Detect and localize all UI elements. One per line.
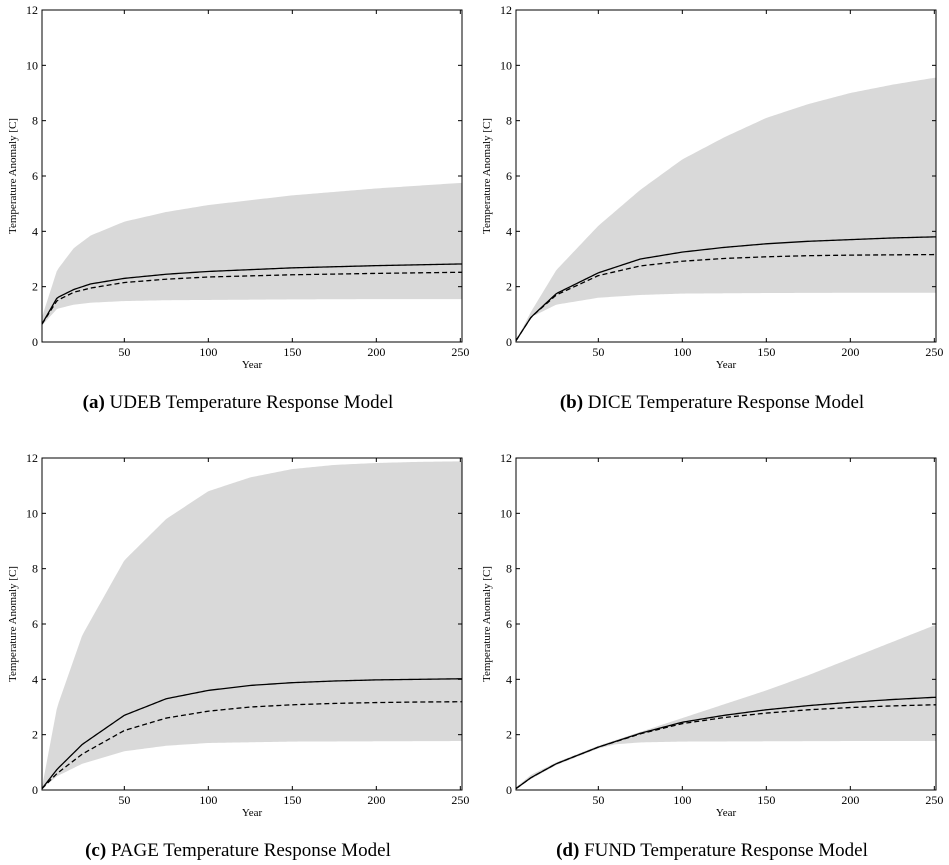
uncertainty-band	[42, 182, 462, 326]
panel-caption-text: FUND Temperature Response Model	[579, 840, 868, 861]
x-axis-title: Year	[242, 807, 263, 819]
x-tick-label: 150	[757, 345, 775, 359]
y-tick-label: 6	[32, 169, 38, 183]
y-tick-label: 6	[32, 617, 38, 631]
panel-caption: (c) PAGE Temperature Response Model	[85, 840, 391, 861]
panel-caption: (d) FUND Temperature Response Model	[556, 840, 868, 861]
x-tick-label: 50	[592, 345, 604, 359]
uncertainty-band	[516, 77, 936, 341]
solid-curve	[515, 236, 937, 341]
x-tick-label: 50	[592, 793, 604, 807]
y-tick-label: 12	[26, 451, 38, 465]
y-tick-label: 12	[500, 451, 512, 465]
chart-panel-a: 0 2 4 6 8 10 12 50 100 150 200 250 Year Temperature A…	[7, 3, 469, 413]
y-tick-label: 2	[506, 280, 512, 294]
y-tick-label: 4	[506, 672, 512, 686]
y-tick-label: 2	[506, 728, 512, 742]
x-axis-title: Year	[716, 359, 737, 371]
x-tick-label: 100	[673, 345, 691, 359]
x-tick-label: 50	[118, 345, 130, 359]
y-tick-label: 8	[32, 562, 38, 576]
dashed-curve	[515, 253, 937, 341]
panel-tag: (b)	[560, 392, 583, 413]
panel-tag: (a)	[83, 392, 105, 413]
y-tick-label: 12	[26, 3, 38, 17]
y-tick-label: 10	[500, 58, 512, 72]
y-tick-label: 2	[32, 728, 38, 742]
y-tick-label: 6	[506, 617, 512, 631]
y-tick-label: 8	[506, 562, 512, 576]
panel-tag: (c)	[85, 840, 106, 861]
y-tick-label: 4	[506, 224, 512, 238]
solid-curve	[41, 263, 463, 325]
x-axis-title: Year	[242, 359, 263, 371]
x-tick-label: 200	[367, 793, 385, 807]
panel-caption-text: UDEB Temperature Response Model	[105, 392, 394, 413]
dashed-curve	[515, 704, 937, 790]
x-tick-label: 150	[283, 793, 301, 807]
panel-caption: (a) UDEB Temperature Response Model	[83, 392, 394, 413]
dashed-curve	[41, 271, 463, 325]
x-tick-label: 100	[199, 345, 217, 359]
chart-panel-d: 0 2 4 6 8 10 12 50 100 150 200 250 Year Temperature A…	[481, 451, 943, 861]
x-tick-label: 150	[757, 793, 775, 807]
x-tick-label: 50	[118, 793, 130, 807]
uncertainty-band	[516, 625, 936, 789]
x-tick-label: 250	[451, 345, 469, 359]
x-tick-label: 250	[451, 793, 469, 807]
y-axis-title: Temperature Anomaly [C]	[481, 566, 493, 682]
y-tick-label: 12	[500, 3, 512, 17]
chart-panel-c: 0 2 4 6 8 10 12 50 100 150 200 250 Year Temperature A…	[7, 451, 469, 861]
x-tick-label: 200	[841, 345, 859, 359]
x-tick-label: 100	[673, 793, 691, 807]
dashed-curve	[41, 701, 463, 790]
uncertainty-band	[42, 461, 462, 789]
y-tick-label: 4	[32, 672, 38, 686]
x-tick-label: 250	[925, 345, 943, 359]
y-tick-label: 6	[506, 169, 512, 183]
y-tick-label: 8	[32, 114, 38, 128]
panel-caption-text: PAGE Temperature Response Model	[106, 840, 391, 861]
chart-panel-b: 0 2 4 6 8 10 12 50 100 150 200 250 Year Temperature A…	[481, 3, 943, 413]
y-tick-label: 0	[506, 335, 512, 349]
x-axis-title: Year	[716, 807, 737, 819]
y-tick-label: 10	[500, 506, 512, 520]
x-tick-label: 150	[283, 345, 301, 359]
panel-caption-text: DICE Temperature Response Model	[583, 392, 864, 413]
panel-caption: (b) DICE Temperature Response Model	[560, 392, 864, 413]
y-tick-label: 2	[32, 280, 38, 294]
x-tick-label: 200	[367, 345, 385, 359]
y-axis-title: Temperature Anomaly [C]	[7, 118, 19, 234]
y-tick-label: 0	[32, 335, 38, 349]
y-tick-label: 10	[26, 58, 38, 72]
y-axis-title: Temperature Anomaly [C]	[7, 566, 19, 682]
y-tick-label: 0	[32, 783, 38, 797]
solid-curve	[41, 678, 463, 790]
y-axis-title: Temperature Anomaly [C]	[481, 118, 493, 234]
y-tick-label: 0	[506, 783, 512, 797]
solid-curve	[515, 696, 937, 790]
x-tick-label: 100	[199, 793, 217, 807]
x-tick-label: 250	[925, 793, 943, 807]
panel-tag: (d)	[556, 840, 579, 861]
y-tick-label: 8	[506, 114, 512, 128]
y-tick-label: 4	[32, 224, 38, 238]
x-tick-label: 200	[841, 793, 859, 807]
y-tick-label: 10	[26, 506, 38, 520]
